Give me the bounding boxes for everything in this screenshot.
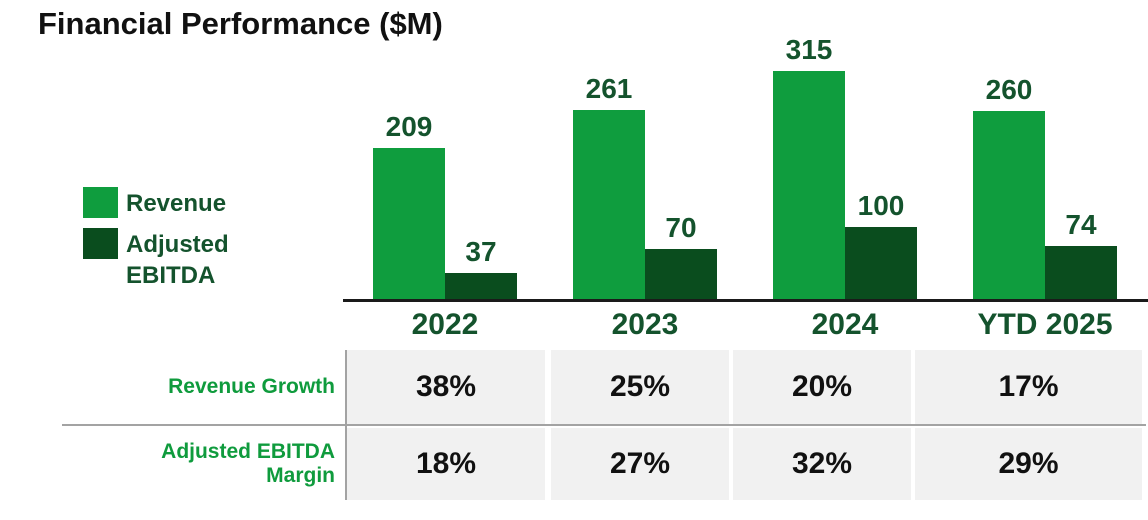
ebitda-bar-2023 (645, 249, 717, 300)
revenue-swatch-icon (83, 187, 118, 218)
table-cell-row1-2024: 20% (733, 350, 911, 424)
ebitda-swatch-icon (83, 228, 118, 260)
legend-label-revenue: Revenue (126, 190, 227, 217)
table-cell-row2-2022: 18% (347, 428, 545, 500)
ebitda-bar-2022 (445, 273, 517, 300)
legend-item-ebitda: Adjusted EBITDA (83, 228, 256, 291)
x-axis-label-2023: 2023 (611, 308, 679, 341)
ebitda-value-label-2022: 37 (465, 236, 497, 267)
revenue-value-label-YTD 2025: 260 (985, 74, 1033, 105)
table-cell-row2-2024: 32% (733, 428, 911, 500)
x-axis-label-2024: 2024 (811, 308, 879, 341)
legend-label-ebitda: Adjusted EBITDA (126, 231, 229, 290)
x-axis-label-YTD 2025: YTD 2025 (977, 308, 1113, 341)
revenue-value-label-2023: 261 (585, 73, 633, 104)
revenue-bar-YTD 2025 (973, 111, 1045, 300)
bar-chart: 209 37 261 70 315 100 260 74 (373, 34, 1117, 300)
page-title: Financial Performance ($M) (38, 6, 443, 41)
table-cell-row2-YTD 2025: 29% (915, 428, 1142, 500)
ebitda-value-label-2023: 70 (665, 212, 697, 243)
revenue-value-label-2022: 209 (385, 111, 433, 142)
ebitda-value-label-YTD 2025: 74 (1065, 209, 1097, 240)
table-cell-row1-YTD 2025: 17% (915, 350, 1142, 424)
ebitda-value-label-2024: 100 (857, 190, 905, 221)
table-row-label-ebitda-margin: Adjusted EBITDA Margin (161, 439, 335, 487)
revenue-bar-2024 (773, 71, 845, 300)
x-axis-label-2022: 2022 (411, 308, 479, 341)
table-horizontal-divider (62, 424, 1146, 426)
table-cell-row1-2023: 25% (551, 350, 729, 424)
x-axis-line (343, 299, 1148, 302)
table-cell-row2-2023: 27% (551, 428, 729, 500)
table-cell-row1-2022: 38% (347, 350, 545, 424)
ebitda-bar-2024 (845, 227, 917, 300)
table-row-label-revenue-growth: Revenue Growth (168, 374, 335, 398)
revenue-bar-2022 (373, 148, 445, 300)
chart-legend: Revenue Adjusted EBITDA (83, 187, 256, 301)
revenue-bar-2023 (573, 110, 645, 300)
revenue-value-label-2024: 315 (785, 34, 833, 65)
ebitda-bar-YTD 2025 (1045, 246, 1117, 300)
legend-item-revenue: Revenue (83, 187, 256, 219)
